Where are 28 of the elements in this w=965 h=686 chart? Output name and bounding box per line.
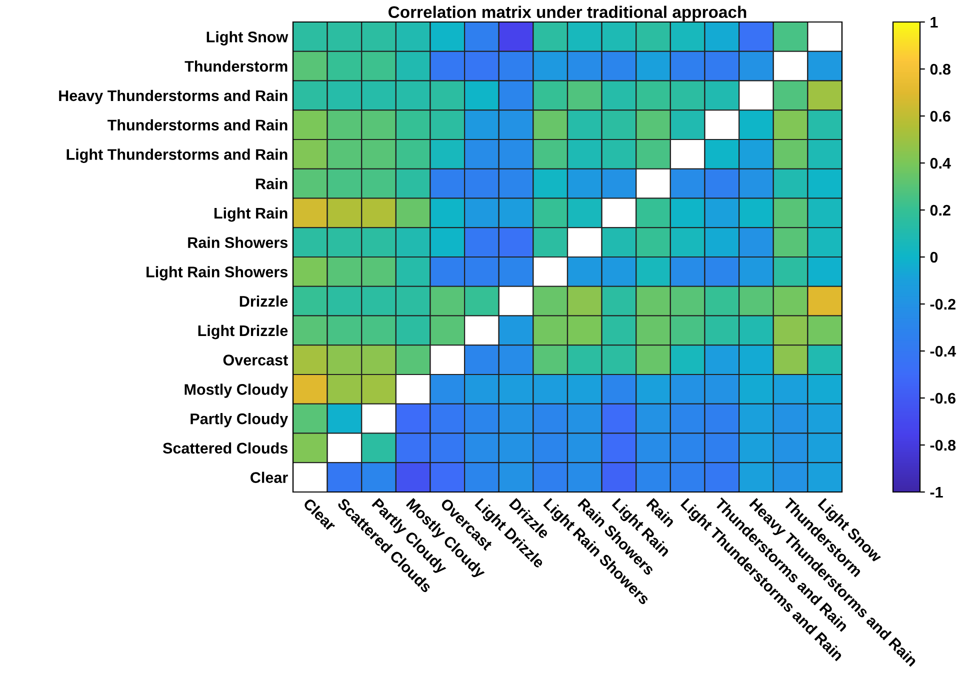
color-bar-label: -0.4: [930, 346, 956, 357]
y-tick-label: Rain: [256, 178, 288, 190]
color-bar-label: 0.6: [930, 110, 950, 122]
y-tick-label: Heavy Thunderstorms and Rain: [59, 90, 288, 104]
y-tick-label: Light Rain Showers: [146, 266, 288, 280]
color-bar-label: 0.4: [930, 158, 951, 169]
color-bar-label: 0.2: [930, 204, 950, 216]
y-tick-label: Light Rain: [214, 207, 288, 222]
y-tick-label: Overcast: [223, 354, 288, 366]
color-bar-label: -0.2: [930, 298, 956, 310]
color-bar-label: -0.6: [930, 392, 956, 404]
y-tick-label: Light Drizzle: [198, 324, 288, 340]
y-tick-label: Thunderstorm: [184, 60, 288, 72]
color-bar-label: -1: [930, 487, 943, 498]
y-tick-label: Mostly Cloudy: [184, 384, 288, 398]
y-tick-label: Rain Showers: [188, 236, 288, 248]
y-tick-label: Partly Cloudy: [190, 413, 288, 428]
y-tick-label: Light Thunderstorms and Rain: [66, 148, 288, 163]
color-bar-label: -0.8: [930, 440, 956, 451]
y-tick-label: Scattered Clouds: [162, 442, 288, 454]
y-tick-label: Clear: [250, 472, 288, 483]
color-bar-label: 1: [930, 17, 938, 28]
color-bar-label: 0.8: [930, 64, 950, 75]
y-tick-label: Light Snow: [206, 31, 288, 46]
y-tick-label: Thunderstorms and Rain: [108, 119, 288, 130]
color-bar-label: 0: [930, 252, 938, 263]
y-tick-label: Drizzle: [240, 296, 288, 307]
chart-title: Correlation matrix under traditional approach: [388, 6, 746, 22]
